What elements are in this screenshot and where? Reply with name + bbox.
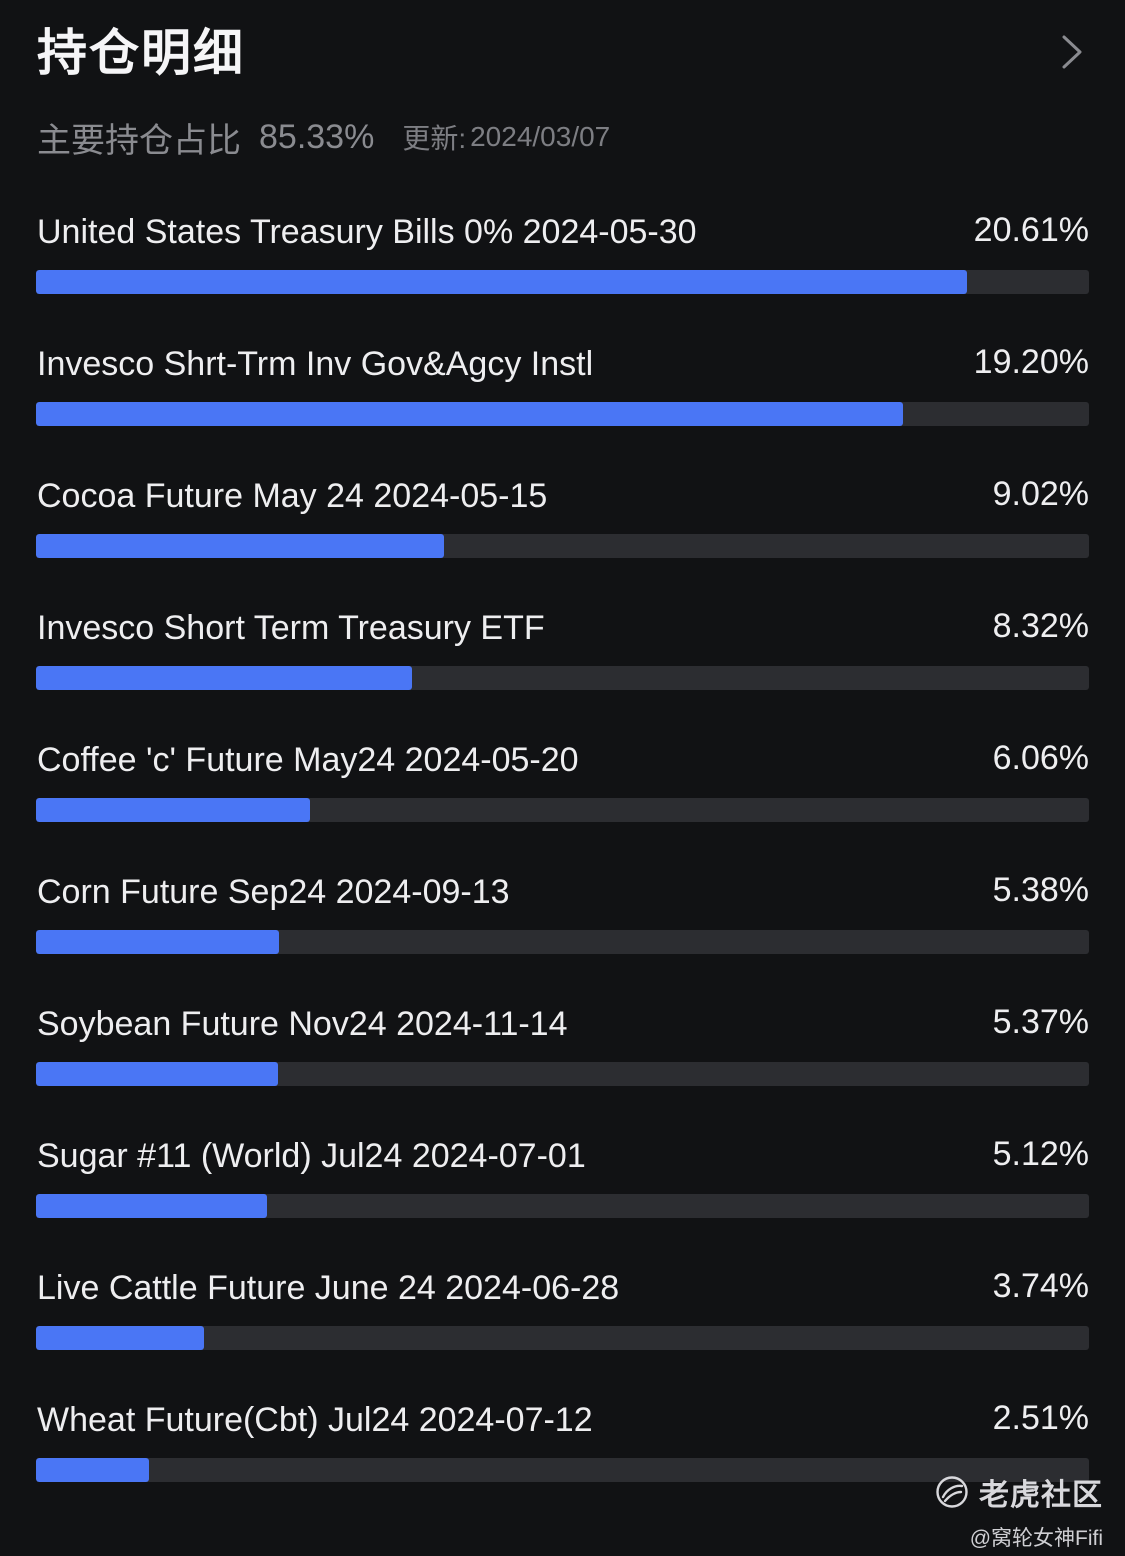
holding-name: Cocoa Future May 24 2024-05-15 — [37, 477, 548, 515]
holding-row[interactable]: United States Treasury Bills 0% 2024-05-… — [36, 200, 1089, 332]
holding-row-header: Wheat Future(Cbt) Jul24 2024-07-12 2.51% — [36, 1388, 1089, 1456]
header: 持仓明细 — [37, 18, 1095, 88]
tiger-logo-icon — [936, 1476, 968, 1508]
weight-bar-track — [36, 1458, 1089, 1482]
weight-bar-track — [36, 930, 1089, 954]
weight-bar-track — [36, 270, 1089, 294]
holding-percent: 5.38% — [992, 871, 1089, 909]
holding-row-header: Sugar #11 (World) Jul24 2024-07-01 5.12% — [36, 1124, 1089, 1192]
update-label: 更新: — [402, 123, 467, 154]
weight-bar-fill — [36, 534, 444, 558]
holding-percent: 6.06% — [992, 739, 1089, 777]
weight-bar-fill — [36, 666, 412, 690]
holding-name: Coffee 'c' Future May24 2024-05-20 — [37, 741, 579, 779]
holding-name: Wheat Future(Cbt) Jul24 2024-07-12 — [37, 1401, 593, 1439]
holding-row-header: United States Treasury Bills 0% 2024-05-… — [36, 200, 1089, 268]
weight-bar-fill — [36, 798, 310, 822]
holdings-list: United States Treasury Bills 0% 2024-05-… — [36, 200, 1089, 1520]
weight-bar-track — [36, 798, 1089, 822]
holding-row-header: Soybean Future Nov24 2024-11-14 5.37% — [36, 992, 1089, 1060]
watermark-brand: 老虎社区 — [979, 1479, 1103, 1512]
holding-name: Soybean Future Nov24 2024-11-14 — [37, 1005, 568, 1043]
holding-name: Live Cattle Future June 24 2024-06-28 — [37, 1269, 620, 1307]
summary-value: 85.33% — [259, 117, 375, 156]
holding-row-header: Cocoa Future May 24 2024-05-15 9.02% — [36, 464, 1089, 532]
holding-percent: 9.02% — [992, 475, 1089, 513]
holding-percent: 8.32% — [992, 607, 1089, 645]
weight-bar-track — [36, 402, 1089, 426]
holding-row-header: Coffee 'c' Future May24 2024-05-20 6.06% — [36, 728, 1089, 796]
holding-row[interactable]: Soybean Future Nov24 2024-11-14 5.37% — [36, 992, 1089, 1124]
holding-name: Invesco Shrt-Trm Inv Gov&Agcy Instl — [37, 345, 594, 383]
holding-percent: 20.61% — [973, 211, 1089, 249]
holding-row[interactable]: Sugar #11 (World) Jul24 2024-07-01 5.12% — [36, 1124, 1089, 1256]
summary-label: 主要持仓占比 — [37, 121, 241, 160]
watermark: 老虎社区 @窝轮女神Fifi — [935, 1470, 1103, 1552]
weight-bar-fill — [36, 1458, 149, 1482]
holding-percent: 19.20% — [973, 343, 1089, 381]
holding-row[interactable]: Coffee 'c' Future May24 2024-05-20 6.06% — [36, 728, 1089, 860]
holding-name: United States Treasury Bills 0% 2024-05-… — [37, 213, 697, 251]
holding-percent: 5.12% — [992, 1135, 1089, 1173]
holding-name: Corn Future Sep24 2024-09-13 — [37, 873, 510, 911]
holding-row[interactable]: Invesco Shrt-Trm Inv Gov&Agcy Instl 19.2… — [36, 332, 1089, 464]
page-title: 持仓明细 — [37, 25, 245, 81]
watermark-user: @窝轮女神Fifi — [969, 1527, 1103, 1550]
holding-row[interactable]: Live Cattle Future June 24 2024-06-28 3.… — [36, 1256, 1089, 1388]
update-date: 2024/03/07 — [470, 121, 611, 152]
holding-row-header: Invesco Short Term Treasury ETF 8.32% — [36, 596, 1089, 664]
holding-name: Sugar #11 (World) Jul24 2024-07-01 — [37, 1137, 586, 1175]
holding-percent: 2.51% — [992, 1399, 1089, 1437]
weight-bar-fill — [36, 1194, 267, 1218]
weight-bar-fill — [36, 402, 903, 426]
holding-percent: 3.74% — [992, 1267, 1089, 1305]
holding-percent: 5.37% — [992, 1003, 1089, 1041]
holding-row[interactable]: Wheat Future(Cbt) Jul24 2024-07-12 2.51% — [36, 1388, 1089, 1520]
weight-bar-fill — [36, 1326, 205, 1350]
weight-bar-track — [36, 666, 1089, 690]
holding-row[interactable]: Cocoa Future May 24 2024-05-15 9.02% — [36, 464, 1089, 596]
summary-line: 主要持仓占比 85.33% 更新: 2024/03/07 — [37, 112, 610, 162]
holding-row-header: Live Cattle Future June 24 2024-06-28 3.… — [36, 1256, 1089, 1324]
weight-bar-track — [36, 534, 1089, 558]
weight-bar-fill — [36, 270, 967, 294]
weight-bar-track — [36, 1194, 1089, 1218]
holding-row-header: Invesco Shrt-Trm Inv Gov&Agcy Instl 19.2… — [36, 332, 1089, 400]
weight-bar-fill — [36, 930, 280, 954]
chevron-right-icon[interactable] — [1053, 34, 1089, 70]
watermark-brand-line: 老虎社区 — [935, 1470, 1103, 1514]
holding-row[interactable]: Corn Future Sep24 2024-09-13 5.38% — [36, 860, 1089, 992]
weight-bar-fill — [36, 1062, 279, 1086]
holding-row-header: Corn Future Sep24 2024-09-13 5.38% — [36, 860, 1089, 928]
weight-bar-track — [36, 1326, 1089, 1350]
weight-bar-track — [36, 1062, 1089, 1086]
holding-name: Invesco Short Term Treasury ETF — [37, 609, 545, 647]
holding-row[interactable]: Invesco Short Term Treasury ETF 8.32% — [36, 596, 1089, 728]
